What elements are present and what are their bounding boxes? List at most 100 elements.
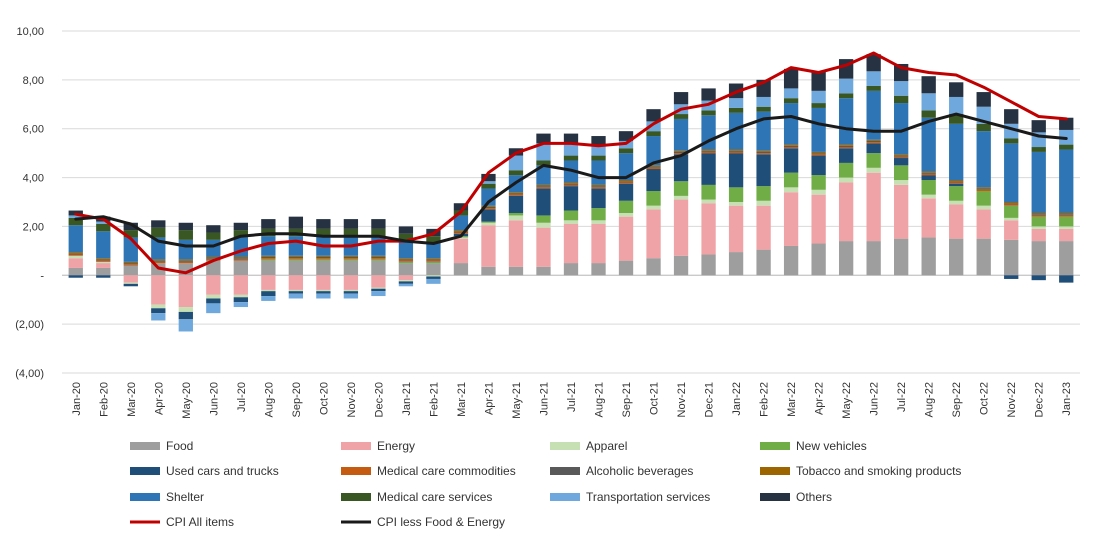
bar-segment bbox=[701, 151, 716, 154]
bar-segment bbox=[894, 238, 909, 276]
bar-segment bbox=[591, 184, 606, 187]
bar-segment bbox=[701, 110, 716, 116]
bar-segment bbox=[618, 180, 634, 182]
bar-segment bbox=[783, 145, 799, 148]
bar-segment bbox=[96, 275, 111, 278]
bar-segment bbox=[481, 173, 496, 182]
bar-segment bbox=[426, 258, 441, 260]
bar-segment bbox=[481, 183, 496, 189]
bar-segment bbox=[123, 264, 138, 266]
bar-segment bbox=[536, 184, 551, 187]
bar-segment bbox=[288, 291, 304, 294]
bar-segment bbox=[123, 263, 138, 265]
bar-segment bbox=[398, 259, 414, 261]
bar-segment bbox=[591, 263, 606, 276]
bar-segment bbox=[563, 263, 579, 276]
stacked-bars bbox=[68, 54, 1074, 332]
bar-segment bbox=[618, 216, 634, 261]
bar-segment bbox=[976, 187, 991, 189]
bar-segment bbox=[756, 150, 771, 152]
bar-segment bbox=[233, 222, 248, 231]
bar-segment bbox=[894, 95, 909, 104]
bar-segment bbox=[398, 280, 414, 282]
bar-segment bbox=[783, 187, 799, 193]
legend-label: Apparel bbox=[586, 439, 627, 453]
bar-segment bbox=[426, 263, 441, 276]
bar-segment bbox=[68, 253, 83, 255]
bar-segment bbox=[1059, 215, 1074, 217]
bar-segment bbox=[728, 112, 744, 150]
bar-segment bbox=[894, 180, 909, 185]
bar-segment bbox=[1031, 228, 1046, 242]
bar-segment bbox=[151, 227, 166, 238]
bar-segment bbox=[838, 147, 854, 149]
bar-segment bbox=[508, 155, 524, 171]
bar-segment bbox=[563, 133, 579, 144]
bar-segment bbox=[1004, 275, 1019, 279]
legend-label: Shelter bbox=[166, 490, 204, 504]
bar-segment bbox=[618, 200, 634, 213]
bar-segment bbox=[811, 175, 826, 190]
bar-segment bbox=[68, 267, 83, 276]
bar-segment bbox=[536, 215, 551, 223]
bar-segment bbox=[1059, 117, 1074, 130]
x-tick-label: Jun-22 bbox=[869, 382, 881, 416]
legend-swatch bbox=[130, 442, 160, 450]
bar-segment bbox=[536, 222, 551, 228]
bar-segment bbox=[123, 283, 138, 287]
bar-segment bbox=[481, 222, 496, 226]
bar-segment bbox=[233, 256, 248, 259]
bar-segment bbox=[1031, 151, 1046, 213]
bar-segment bbox=[591, 136, 606, 146]
bar-segment bbox=[453, 237, 469, 239]
bar-segment bbox=[481, 205, 496, 207]
bar-segment bbox=[618, 148, 634, 154]
bar-segment bbox=[508, 266, 524, 276]
bar-segment bbox=[508, 220, 524, 267]
legend-label: Others bbox=[796, 490, 832, 504]
legend-label: Used cars and trucks bbox=[166, 464, 279, 478]
bar-segment bbox=[261, 260, 276, 276]
bar-segment bbox=[398, 233, 414, 242]
bar-segment bbox=[728, 252, 744, 276]
bar-segment bbox=[536, 266, 551, 276]
bar-segment bbox=[591, 187, 606, 189]
bar-segment bbox=[123, 222, 138, 231]
bar-segment bbox=[673, 255, 689, 276]
bar-segment bbox=[976, 131, 991, 188]
x-tick-label: Jan-22 bbox=[731, 382, 743, 416]
bar-segment bbox=[96, 223, 111, 232]
bar-segment bbox=[866, 167, 881, 173]
bar-segment bbox=[261, 258, 276, 260]
bar-segment bbox=[976, 189, 991, 192]
bar-segment bbox=[371, 275, 386, 288]
x-tick-label: Dec-20 bbox=[373, 382, 385, 417]
bar-segment bbox=[783, 98, 799, 104]
bar-segment bbox=[316, 291, 331, 294]
bar-segment bbox=[1004, 217, 1019, 221]
bar-segment bbox=[921, 110, 936, 118]
bar-segment bbox=[701, 149, 716, 151]
bar-segment bbox=[673, 92, 689, 105]
bar-segment bbox=[646, 131, 661, 137]
bar-segment bbox=[398, 281, 414, 284]
bar-segment bbox=[866, 139, 881, 141]
bar-segment bbox=[949, 200, 964, 205]
bar-segment bbox=[563, 143, 579, 156]
bar-segment bbox=[1059, 214, 1074, 216]
bar-segment bbox=[1004, 143, 1019, 202]
bar-segment bbox=[151, 259, 166, 261]
bar-segment bbox=[1059, 144, 1074, 150]
bar-segment bbox=[921, 172, 936, 174]
bar-segment bbox=[838, 241, 854, 276]
bar-segment bbox=[288, 289, 304, 292]
bar-segment bbox=[536, 133, 551, 144]
bar-segment bbox=[178, 261, 193, 264]
bar-segment bbox=[316, 219, 331, 229]
x-tick-label: Jul-20 bbox=[236, 382, 248, 412]
x-tick-label: Nov-22 bbox=[1006, 382, 1018, 417]
bar-segment bbox=[261, 289, 276, 292]
bar-segment bbox=[261, 256, 276, 259]
bar-segment bbox=[371, 255, 386, 257]
bar-segment bbox=[811, 103, 826, 108]
